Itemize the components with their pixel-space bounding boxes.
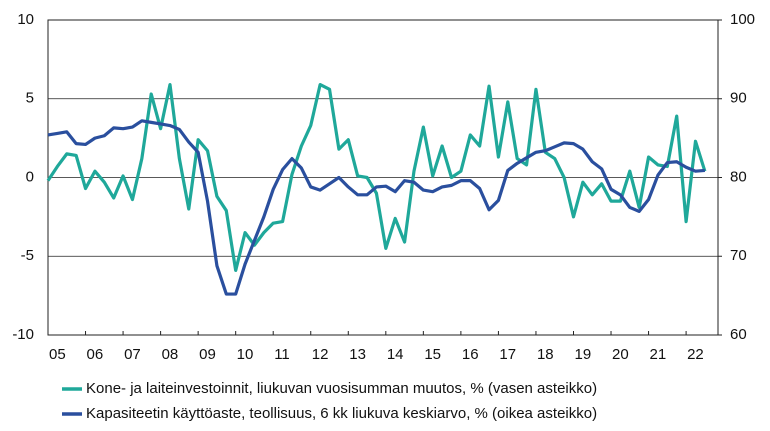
y-tick-label: 0 [26, 168, 34, 185]
x-tick-label: 21 [650, 346, 667, 363]
y-tick-label: 10 [17, 11, 34, 28]
series-line [46, 82, 707, 273]
x-tick-label: 07 [124, 346, 141, 363]
x-tick-label: 19 [574, 346, 591, 363]
x-tick-label: 12 [312, 346, 329, 363]
x-tick-label: 13 [349, 346, 366, 363]
x-tick-label: 22 [687, 346, 704, 363]
y2-tick-label: 70 [730, 247, 747, 264]
legend-label: Kone- ja laiteinvestoinnit, liukuvan vuo… [86, 380, 597, 397]
x-tick-label: 09 [199, 346, 216, 363]
y2-tick-label: 90 [730, 90, 747, 107]
x-tick-label: 15 [424, 346, 441, 363]
y2-tick-label: 80 [730, 168, 747, 185]
x-tick-label: 10 [237, 346, 254, 363]
x-tick-label: 17 [499, 346, 516, 363]
x-tick-label: 20 [612, 346, 629, 363]
x-tick-label: 14 [387, 346, 404, 363]
series-line [47, 119, 705, 296]
x-tick-label: 08 [162, 346, 179, 363]
y-tick-label: 5 [26, 90, 34, 107]
y2-tick-label: 100 [730, 11, 755, 28]
x-tick-label: 11 [274, 346, 290, 363]
x-tick-label: 16 [462, 346, 479, 363]
y2-tick-label: 60 [730, 326, 747, 343]
legend-label: Kapasiteetin käyttöaste, teollisuus, 6 k… [86, 405, 597, 422]
x-tick-label: 18 [537, 346, 554, 363]
y-tick-label: -5 [21, 247, 34, 264]
x-tick-label: 06 [87, 346, 104, 363]
y-tick-label: -10 [12, 326, 34, 343]
x-tick-label: 05 [49, 346, 66, 363]
